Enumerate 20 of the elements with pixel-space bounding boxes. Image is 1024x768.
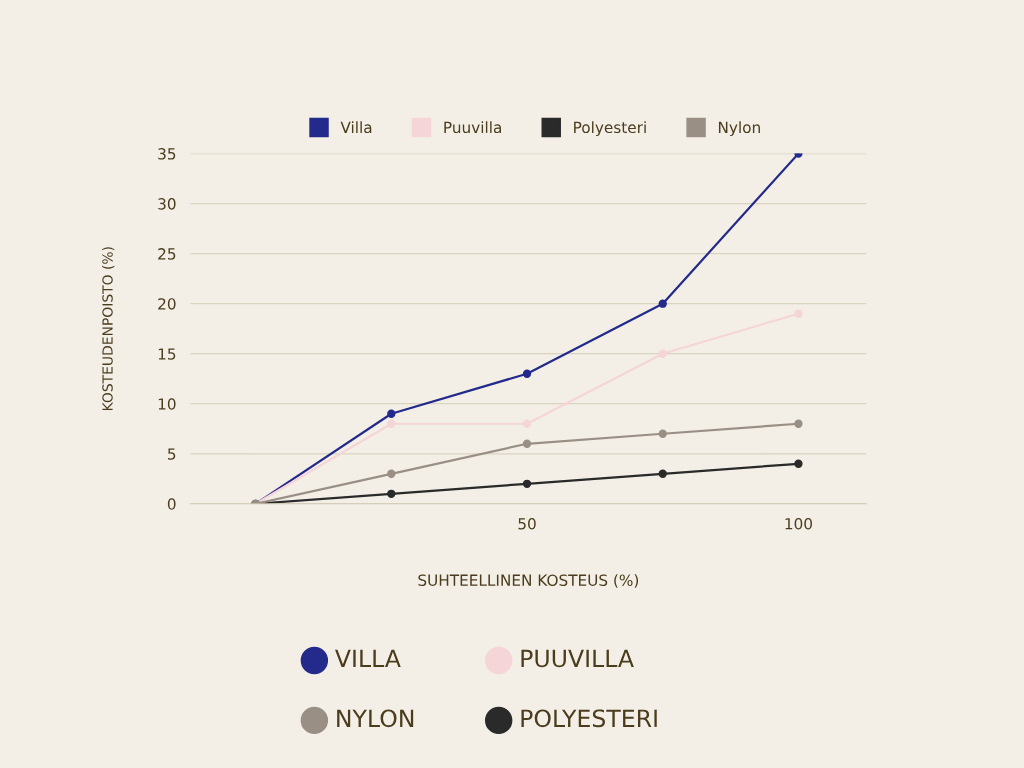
- y-axis-title: KOSTEUDENPOISTO (%): [102, 247, 115, 411]
- y-tick-label: 0: [167, 498, 176, 510]
- legend-label: Polyesteri: [574, 121, 646, 137]
- text: PUUVILLA: [521, 649, 634, 668]
- x-axis-title: SUHTEELLINEN KOSTEUS (%): [418, 574, 639, 588]
- x-tick-label: 50: [518, 517, 536, 530]
- y-tick-label: 5: [168, 448, 176, 460]
- y-tick-label: 25: [158, 248, 176, 260]
- text: VILLA: [335, 649, 401, 667]
- x-tick-label: 100: [785, 517, 813, 530]
- legend-label: Nylon: [718, 121, 760, 137]
- legend-label: Puuvilla: [444, 121, 501, 134]
- y-tick-label: 10: [158, 398, 176, 410]
- y-tick-label: 35: [158, 148, 176, 160]
- y-tick-label: 30: [158, 198, 176, 210]
- y-tick-label: 20: [158, 298, 176, 310]
- y-tick-label: 15: [158, 348, 176, 360]
- legend-label: Villa: [340, 121, 372, 134]
- text: POLYESTERI: [521, 709, 657, 728]
- text: NYLON: [337, 709, 414, 728]
